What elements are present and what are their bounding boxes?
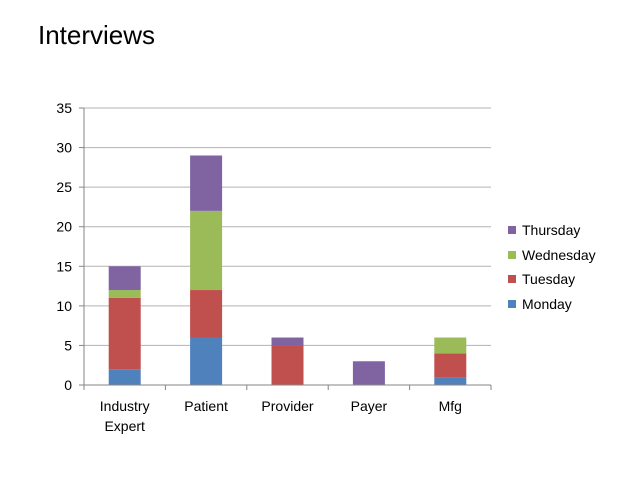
axes — [79, 107, 492, 390]
y-tick-label: 20 — [56, 219, 72, 235]
bar-monday-4 — [434, 377, 467, 385]
legend-swatch — [508, 299, 516, 308]
chart-legend: Thursday Wednesday Tuesday Monday — [508, 218, 596, 316]
tick-labels: 0 5 10 15 20 25 30 35 Industry Expert Patient Provi… — [56, 100, 462, 434]
legend-item-tuesday: Tuesday — [508, 267, 596, 292]
bar-tuesday-0 — [108, 297, 141, 370]
y-tick-label: 30 — [56, 140, 72, 156]
y-tick-label: 0 — [64, 377, 72, 393]
x-tick-label: Industry Expert — [100, 398, 150, 434]
x-tick-label: Payer — [351, 398, 388, 414]
bar-wednesday-0 — [108, 290, 141, 298]
bars — [108, 155, 467, 385]
bar-tuesday-2 — [271, 345, 304, 385]
bar-thursday-1 — [190, 155, 223, 211]
bar-wednesday-1 — [190, 210, 223, 291]
y-tick-label: 5 — [64, 337, 72, 353]
legend-swatch — [508, 250, 516, 259]
legend-item-wednesday: Wednesday — [508, 243, 596, 268]
slide-title: Interviews — [38, 20, 156, 50]
legend-swatch — [508, 226, 516, 235]
y-tick-label: 15 — [56, 258, 72, 274]
bar-monday-0 — [108, 369, 141, 385]
x-tick-label: Provider — [261, 398, 313, 414]
bar-thursday-0 — [108, 266, 141, 291]
bar-thursday-2 — [271, 337, 304, 346]
gridlines — [84, 107, 491, 346]
bar-monday-1 — [190, 337, 223, 385]
legend-label: Monday — [522, 295, 572, 312]
x-tick-label: Mfg — [439, 398, 462, 414]
legend-label: Wednesday — [522, 246, 596, 263]
legend-item-monday: Monday — [508, 292, 596, 317]
legend-label: Tuesday — [522, 271, 576, 288]
y-tick-label: 35 — [56, 100, 72, 116]
y-tick-label: 25 — [56, 179, 72, 195]
bar-tuesday-1 — [190, 290, 223, 338]
legend-label: Thursday — [522, 222, 581, 239]
bar-thursday-3 — [352, 361, 385, 385]
bar-wednesday-4 — [434, 337, 467, 354]
y-tick-label: 10 — [56, 298, 72, 314]
x-tick-label: Patient — [184, 398, 228, 414]
legend-item-thursday: Thursday — [508, 218, 596, 243]
legend-swatch — [508, 275, 516, 284]
bar-tuesday-4 — [434, 353, 467, 378]
